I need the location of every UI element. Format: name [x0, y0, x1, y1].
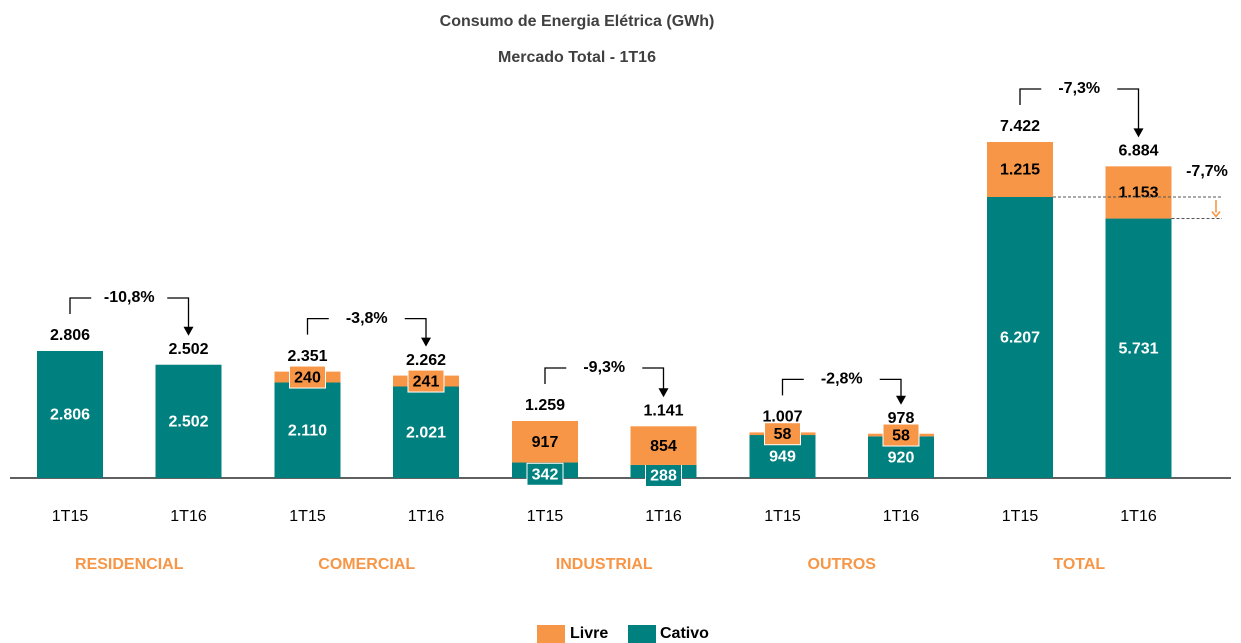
segment-label: 2.502: [168, 414, 208, 431]
change-label: -10,8%: [104, 289, 155, 306]
group-label: RESIDENCIAL: [75, 556, 184, 573]
total-label: 1.007: [762, 409, 802, 426]
total-label: 978: [888, 410, 915, 427]
bar-segment: [1105, 218, 1172, 478]
change-arrow: [896, 395, 906, 405]
x-tick-label: 1T15: [1002, 508, 1039, 525]
label-box: [764, 422, 801, 446]
segment-label: 241: [413, 373, 440, 390]
bar-segment: [393, 386, 459, 478]
bar-segment: [630, 426, 697, 465]
change-label: -3,8%: [346, 310, 388, 327]
x-tick-label: 1T16: [170, 508, 207, 525]
group-label: OUTROS: [808, 556, 877, 573]
group-label: TOTAL: [1053, 556, 1105, 573]
change-bracket: [1019, 88, 1140, 130]
total-label: 2.351: [287, 348, 327, 365]
change-arrow: [183, 326, 194, 336]
chart-subtitle: Mercado Total - 1T16: [498, 49, 656, 66]
legend-swatch: [537, 625, 565, 643]
segment-label: 854: [650, 438, 677, 455]
change-label: -7,3%: [1058, 80, 1100, 97]
segment-label: 58: [774, 426, 792, 443]
bar-segment: [987, 142, 1053, 198]
segment-label: 1.215: [1000, 162, 1040, 179]
segment-label: 58: [892, 427, 910, 444]
total-label: 1.141: [643, 403, 683, 420]
label-box: [407, 369, 445, 393]
bar-segment: [512, 421, 578, 463]
bar-segment: [37, 350, 103, 478]
change-bracket: [781, 378, 902, 397]
group-label: COMERCIAL: [318, 556, 415, 573]
legend-swatch: [628, 625, 656, 643]
x-tick-label: 1T16: [408, 508, 445, 525]
segment-label: 5.731: [1118, 340, 1158, 357]
x-tick-label: 1T15: [52, 508, 89, 525]
change-bracket: [544, 367, 665, 390]
x-tick-label: 1T15: [289, 508, 326, 525]
change-arrow: [658, 388, 669, 398]
change-label: -7,7%: [1186, 163, 1228, 180]
segment-label: 2.021: [406, 424, 446, 441]
bar-segment: [987, 197, 1053, 479]
change-label: -2,8%: [821, 371, 863, 388]
x-tick-label: 1T16: [1120, 508, 1157, 525]
bar-segment: [1105, 166, 1172, 219]
segment-label: 288: [650, 468, 677, 485]
chart-title: Consumo de Energia Elétrica (GWh): [440, 13, 715, 30]
total-label: 2.806: [50, 327, 90, 344]
change-arrow: [421, 337, 431, 347]
segment-label: 917: [532, 434, 559, 451]
segment-label: 1.153: [1118, 185, 1158, 202]
label-box: [882, 423, 920, 447]
change-arrow: [1211, 200, 1221, 218]
total-label: 6.884: [1118, 143, 1158, 160]
segment-label: 949: [769, 449, 796, 466]
total-label: 2.262: [406, 352, 446, 369]
bar-segment: [155, 364, 222, 478]
total-label: 2.502: [168, 341, 208, 358]
group-label: INDUSTRIAL: [556, 556, 653, 573]
legend-label: Livre: [570, 625, 608, 642]
x-tick-label: 1T16: [883, 508, 920, 525]
bar-segment: [274, 382, 341, 478]
segment-label: 6.207: [1000, 330, 1040, 347]
change-bracket: [306, 317, 427, 339]
segment-label: 342: [532, 466, 559, 483]
total-label: 7.422: [1000, 118, 1040, 135]
segment-label: 2.110: [288, 422, 327, 439]
segment-label: 2.806: [50, 407, 90, 424]
label-box: [289, 365, 326, 389]
x-tick-label: 1T15: [764, 508, 801, 525]
legend-label: Cativo: [660, 625, 709, 642]
segment-label: 240: [294, 369, 321, 386]
x-tick-label: 1T16: [645, 508, 682, 525]
change-arrow: [1133, 128, 1144, 138]
change-label: -9,3%: [583, 359, 625, 376]
segment-label: 920: [888, 449, 915, 466]
change-bracket: [69, 297, 190, 328]
total-label: 1.259: [525, 397, 565, 414]
label-box: [526, 462, 564, 486]
x-tick-label: 1T15: [527, 508, 564, 525]
